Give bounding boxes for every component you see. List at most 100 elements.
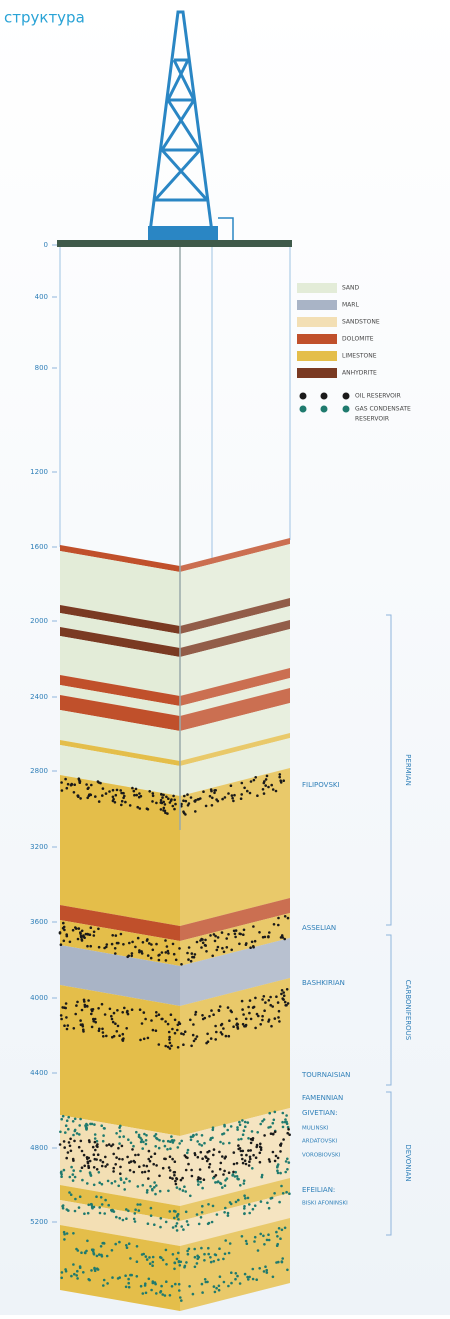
reservoir-dot xyxy=(287,1161,291,1164)
reservoir-dot xyxy=(101,1160,105,1164)
reservoir-dot xyxy=(142,1011,146,1014)
reservoir-dot xyxy=(66,782,70,786)
reservoir-dot xyxy=(110,1181,114,1185)
reservoir-dot xyxy=(132,1217,136,1221)
reservoir-dot xyxy=(69,1137,72,1141)
reservoir-dot xyxy=(122,943,125,946)
reservoir-dot xyxy=(278,775,282,779)
depth-label: 2000 xyxy=(30,617,48,625)
reservoir-dot xyxy=(71,1120,75,1123)
reservoir-dot xyxy=(196,798,200,801)
reservoir-dot xyxy=(215,1213,219,1216)
reservoir-dot xyxy=(79,1169,82,1173)
reservoir-dot xyxy=(68,1144,72,1148)
reservoir-dot xyxy=(182,1033,185,1036)
reservoir-dot xyxy=(87,786,90,790)
reservoir-dot xyxy=(279,1144,283,1147)
reservoir-dot xyxy=(183,1030,187,1033)
reservoir-dot xyxy=(65,1208,69,1211)
reservoir-dot xyxy=(176,1023,180,1027)
reservoir-dot xyxy=(275,995,278,998)
reservoir-dot xyxy=(197,1183,200,1186)
period-label: PERMIAN xyxy=(404,754,412,786)
reservoir-dot xyxy=(95,1254,99,1258)
reservoir-dot xyxy=(161,1166,165,1170)
reservoir-dot xyxy=(73,783,76,786)
reservoir-dot xyxy=(146,954,150,957)
reservoir-dot xyxy=(90,1122,94,1126)
reservoir-dot xyxy=(173,1160,177,1163)
horizon-label: FILIPOVSKI xyxy=(302,781,340,789)
reservoir-dot xyxy=(171,1177,174,1180)
reservoir-dot xyxy=(112,1152,115,1156)
reservoir-dot xyxy=(241,1022,245,1026)
horizon-label: FAMENNIAN xyxy=(302,1094,343,1102)
reservoir-dot xyxy=(169,1140,172,1143)
reservoir-dot xyxy=(219,1161,223,1165)
reservoir-dot xyxy=(185,1261,188,1264)
reservoir-dot xyxy=(263,780,266,783)
reservoir-dot xyxy=(65,1016,68,1019)
reservoir-dot xyxy=(263,1009,266,1012)
reservoir-dot xyxy=(127,1138,130,1141)
reservoir-dot xyxy=(224,1155,227,1158)
reservoir-dot xyxy=(209,1256,212,1259)
reservoir-dot xyxy=(92,1166,96,1169)
reservoir-dot xyxy=(212,1260,216,1263)
reservoir-dot xyxy=(228,1141,231,1145)
reservoir-dot xyxy=(73,1117,77,1121)
reservoir-dot xyxy=(206,1222,210,1226)
reservoir-dot xyxy=(115,1215,118,1219)
reservoir-dot xyxy=(209,934,212,937)
reservoir-dot xyxy=(203,1141,206,1145)
legend-dot xyxy=(320,405,328,413)
reservoir-dot xyxy=(150,1019,153,1022)
reservoir-dot xyxy=(277,1227,281,1230)
reservoir-dot xyxy=(277,923,280,927)
legend-dot xyxy=(299,392,307,400)
reservoir-dot xyxy=(208,1162,212,1166)
reservoir-dot xyxy=(171,1157,174,1161)
reservoir-dot xyxy=(100,1002,104,1006)
reservoir-dot xyxy=(174,1224,178,1228)
reservoir-dot xyxy=(232,799,235,803)
reservoir-dot xyxy=(261,1119,264,1123)
reservoir-dot xyxy=(111,1020,115,1024)
reservoir-dot xyxy=(87,1156,90,1160)
reservoir-dot xyxy=(138,792,141,795)
reservoir-dot xyxy=(138,1008,142,1011)
reservoir-dot xyxy=(222,1142,225,1145)
reservoir-dot xyxy=(168,1035,171,1039)
reservoir-dot xyxy=(277,1016,280,1019)
reservoir-dot xyxy=(80,1149,84,1153)
reservoir-dot xyxy=(269,1132,273,1135)
reservoir-dot xyxy=(164,939,167,942)
reservoir-dot xyxy=(65,1119,69,1122)
reservoir-dot xyxy=(233,1175,237,1178)
reservoir-dot xyxy=(126,1155,129,1159)
reservoir-dot xyxy=(186,1249,189,1253)
reservoir-dot xyxy=(116,1009,119,1012)
reservoir-dot xyxy=(276,1156,280,1160)
reservoir-dot xyxy=(229,1009,233,1012)
reservoir-dot xyxy=(216,1180,219,1184)
reservoir-dot xyxy=(200,1134,204,1137)
reservoir-dot xyxy=(220,1033,224,1036)
reservoir-dot xyxy=(240,1235,244,1238)
reservoir-dot xyxy=(143,1284,147,1287)
reservoir-dot xyxy=(171,804,175,808)
reservoir-dot xyxy=(221,1155,224,1158)
reservoir-dot xyxy=(206,1032,209,1036)
reservoir-dot xyxy=(186,1252,190,1256)
reservoir-dot xyxy=(233,932,237,936)
reservoir-dot xyxy=(211,1126,215,1129)
reservoir-dot xyxy=(221,1186,224,1189)
reservoir-dot xyxy=(71,928,75,932)
reservoir-dot xyxy=(73,1175,77,1179)
reservoir-dot xyxy=(90,1025,94,1029)
reservoir-dot xyxy=(269,1003,273,1007)
reservoir-dot xyxy=(210,1009,213,1012)
legend-dot xyxy=(342,405,350,413)
reservoir-dot xyxy=(193,1247,196,1251)
